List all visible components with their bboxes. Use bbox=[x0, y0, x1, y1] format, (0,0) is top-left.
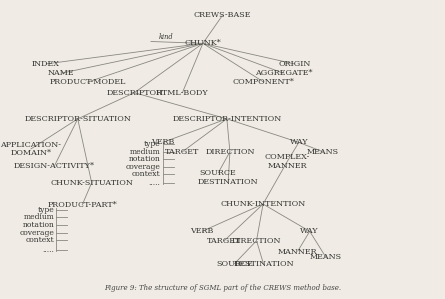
Text: SOURCE: SOURCE bbox=[216, 260, 253, 268]
Text: VERB: VERB bbox=[151, 138, 174, 147]
Text: MANNER: MANNER bbox=[278, 248, 317, 256]
Text: TARGET: TARGET bbox=[207, 237, 242, 245]
Text: .....: ..... bbox=[42, 246, 54, 254]
Text: notation: notation bbox=[22, 221, 54, 229]
Text: context: context bbox=[25, 236, 54, 244]
Text: coverage: coverage bbox=[19, 229, 54, 237]
Text: COMPONENT*: COMPONENT* bbox=[233, 78, 295, 86]
Text: medium: medium bbox=[129, 148, 161, 156]
Text: DOMAIN*: DOMAIN* bbox=[10, 149, 51, 157]
Text: coverage: coverage bbox=[125, 163, 161, 171]
Text: TARGET: TARGET bbox=[165, 148, 199, 156]
Text: DESIGN-ACTIVITY*: DESIGN-ACTIVITY* bbox=[14, 161, 95, 170]
Text: context: context bbox=[132, 170, 161, 178]
Text: CHUNK-SITUATION: CHUNK-SITUATION bbox=[50, 179, 133, 187]
Text: MEANS: MEANS bbox=[310, 253, 342, 261]
Text: DESTINATION: DESTINATION bbox=[198, 179, 259, 186]
Text: SOURCE: SOURCE bbox=[200, 169, 236, 177]
Text: Figure 9: The structure of SGML part of the CREWS method base.: Figure 9: The structure of SGML part of … bbox=[104, 283, 341, 292]
Text: NAME: NAME bbox=[48, 69, 74, 77]
Text: PRODUCT-PART*: PRODUCT-PART* bbox=[47, 201, 117, 209]
Text: kind: kind bbox=[158, 33, 173, 41]
Text: DESTINATION: DESTINATION bbox=[233, 260, 294, 268]
Text: DIRECTION: DIRECTION bbox=[232, 237, 281, 245]
Text: .....: ..... bbox=[149, 179, 161, 187]
Text: COMPLEX-: COMPLEX- bbox=[264, 153, 310, 161]
Text: medium: medium bbox=[23, 213, 54, 221]
Text: type: type bbox=[37, 206, 54, 214]
Text: INDEX: INDEX bbox=[32, 60, 60, 68]
Text: ORIGIN: ORIGIN bbox=[278, 60, 311, 68]
Text: DESCRIPTOR-INTENTION: DESCRIPTOR-INTENTION bbox=[172, 115, 282, 123]
Text: PRODUCT-MODEL: PRODUCT-MODEL bbox=[49, 78, 125, 86]
Text: DESCRIPTOR: DESCRIPTOR bbox=[106, 89, 162, 97]
Text: VERB: VERB bbox=[190, 227, 214, 235]
Text: type: type bbox=[144, 140, 161, 147]
Text: DIRECTION: DIRECTION bbox=[205, 148, 255, 156]
Text: MEANS: MEANS bbox=[307, 148, 339, 156]
Text: WAY: WAY bbox=[290, 138, 308, 147]
Text: notation: notation bbox=[129, 155, 161, 163]
Text: DESCRIPTOR-SITUATION: DESCRIPTOR-SITUATION bbox=[24, 115, 131, 123]
Text: CHUNK*: CHUNK* bbox=[185, 39, 221, 47]
Text: WAY: WAY bbox=[300, 227, 319, 235]
Text: MANNER: MANNER bbox=[267, 161, 307, 170]
Text: APPLICATION-: APPLICATION- bbox=[0, 141, 61, 149]
Text: AGGREGATE*: AGGREGATE* bbox=[255, 69, 312, 77]
Text: HTML-BODY: HTML-BODY bbox=[156, 89, 209, 97]
Text: CHUNK-INTENTION: CHUNK-INTENTION bbox=[220, 200, 306, 208]
Text: CREWS-BASE: CREWS-BASE bbox=[194, 11, 251, 19]
